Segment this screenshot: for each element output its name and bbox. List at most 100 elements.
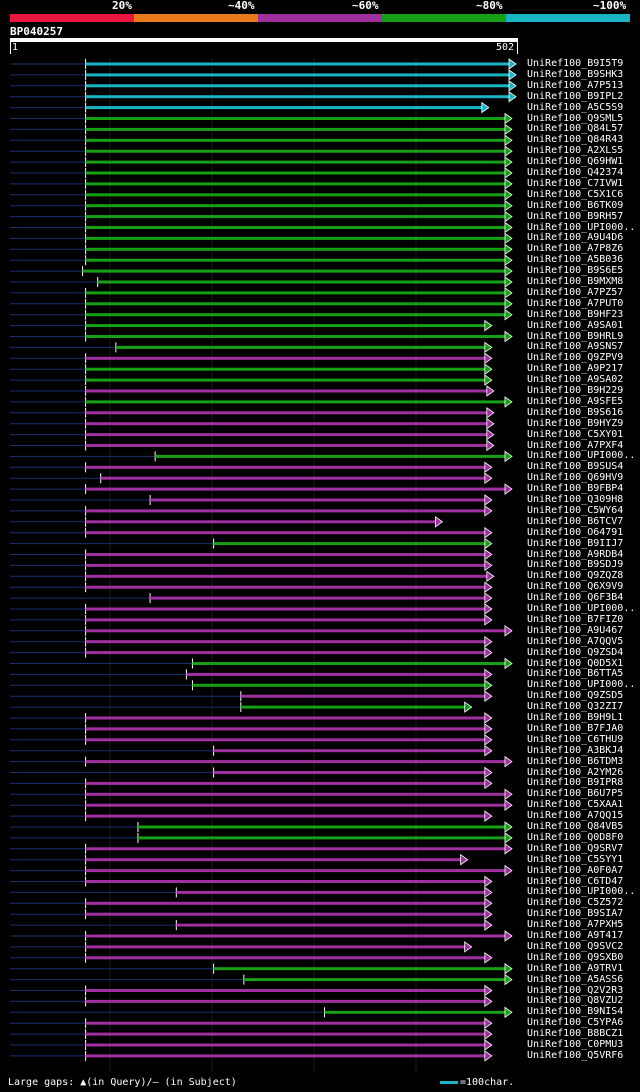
alignment-bar [85,258,506,262]
hit-accession[interactable]: UniRef100_Q9SXB0 [527,951,624,963]
hit-accession[interactable]: UniRef100_C6THU9 [527,733,624,745]
alignment-end-arrow [486,439,495,452]
hit-accession[interactable]: UniRef100_A9SA01 [527,319,624,331]
hit-accession[interactable]: UniRef100_Q9ZQZ8 [527,570,624,582]
hit-accession[interactable]: UniRef100_A9P217 [527,363,624,375]
hit-accession[interactable]: UniRef100_B9I5T9 [527,58,624,69]
hit-accession[interactable]: UniRef100_O64791 [527,526,624,538]
hit-accession[interactable]: UniRef100_B6TDM3 [527,755,624,767]
hit-accession[interactable]: UniRef100_UPI000.. [527,679,636,691]
hit-accession[interactable]: UniRef100_A9T417 [527,930,624,941]
hit-accession[interactable]: UniRef100_A5B036 [527,254,624,266]
hit-accession[interactable]: UniRef100_A3BKJ4 [527,744,624,756]
alignment-end-arrow [486,570,495,583]
hit-accession[interactable]: UniRef100_A9U4D6 [527,232,624,244]
hit-accession[interactable]: UniRef100_Q9SML5 [527,112,624,124]
hit-accession[interactable]: UniRef100_A7P8Z6 [527,243,624,255]
hit-accession[interactable]: UniRef100_Q69HV9 [527,472,624,484]
alignment-end-arrow [504,243,513,256]
hit-accession[interactable]: UniRef100_Q9ZPV9 [527,352,624,364]
hit-accession[interactable]: UniRef100_B9HYZ9 [527,417,624,429]
hit-accession[interactable]: UniRef100_B7FJA0 [527,722,624,734]
hit-accession[interactable]: UniRef100_Q84L57 [527,123,624,135]
hit-accession[interactable]: UniRef100_A7PXH5 [527,919,624,931]
hit-accession[interactable]: UniRef100_A9SA02 [527,374,624,386]
hit-accession[interactable]: UniRef100_Q8VZU2 [527,995,624,1007]
hit-accession[interactable]: UniRef100_B6TK09 [527,199,624,211]
hit-accession[interactable]: UniRef100_C5WY64 [527,504,624,516]
hit-accession[interactable]: UniRef100_A7PZ57 [527,286,624,298]
hit-accession[interactable]: UniRef100_UPI000.. [527,221,636,233]
hit-accession[interactable]: UniRef100_Q6X9V9 [527,581,624,593]
hit-accession[interactable]: UniRef100_B9H229 [527,385,624,396]
hit-accession[interactable]: UniRef100_C5Z572 [527,897,624,909]
hit-accession[interactable]: UniRef100_B9FBP4 [527,483,624,495]
hit-accession[interactable]: UniRef100_Q9ZSD5 [527,690,624,702]
hit-accession[interactable]: UniRef100_B9MXM8 [527,276,624,287]
hit-accession[interactable]: UniRef100_A9RDB4 [527,548,624,560]
hit-accession[interactable]: UniRef100_B6TTA5 [527,668,624,680]
hit-accession[interactable]: UniRef100_Q9SRV7 [527,842,624,854]
hit-accession[interactable]: UniRef100_B9H9L1 [527,712,624,723]
hit-accession[interactable]: UniRef100_UPI000.. [527,886,636,898]
hit-accession[interactable]: UniRef100_B6TCV7 [527,515,624,527]
hit-accession[interactable]: UniRef100_Q2V2R3 [527,984,624,996]
hit-accession[interactable]: UniRef100_B9S616 [527,406,624,418]
hit-accession[interactable]: UniRef100_Q309H8 [527,494,624,505]
hit-accession[interactable]: UniRef100_B9S6E5 [527,265,624,277]
hit-accession[interactable]: UniRef100_A5C5S9 [527,101,624,113]
hit-accession[interactable]: UniRef100_Q84VB5 [527,821,624,832]
hit-accession[interactable]: UniRef100_C5XY01 [527,428,624,440]
hit-accession[interactable]: UniRef100_A9U467 [527,624,624,636]
hit-accession[interactable]: UniRef100_Q42374 [527,167,624,178]
hit-accession[interactable]: UniRef100_B9NIS4 [527,1006,624,1018]
alignment-end-arrow [484,919,493,931]
hit-accession[interactable]: UniRef100_Q0D5X1 [527,657,624,669]
hit-accession[interactable]: UniRef100_B9SHK3 [527,68,624,80]
hit-accession[interactable]: UniRef100_A2XLS5 [527,145,624,157]
hit-accession[interactable]: UniRef100_A9TRV1 [527,962,624,974]
hit-accession[interactable]: UniRef100_B9HF23 [527,308,624,320]
hit-accession[interactable]: UniRef100_B9SDJ9 [527,559,624,571]
hit-accession[interactable]: UniRef100_C5SYY1 [527,853,624,865]
hit-accession[interactable]: UniRef100_A7PUT0 [527,297,624,309]
hit-accession[interactable]: UniRef100_B9SUS4 [527,461,624,473]
hit-accession[interactable]: UniRef100_A7P513 [527,79,624,91]
hit-accession[interactable]: UniRef100_B6U7P5 [527,788,624,800]
hit-accession[interactable]: UniRef100_A7PXF4 [527,439,624,451]
hit-accession[interactable]: UniRef100_C7IVW1 [527,177,624,189]
hit-accession[interactable]: UniRef100_B9SIA7 [527,908,624,920]
hit-accession[interactable]: UniRef100_B9RH57 [527,210,624,222]
hit-accession[interactable]: UniRef100_B8BCZ1 [527,1028,624,1040]
hit-accession[interactable]: UniRef100_C5YPA6 [527,1017,624,1029]
hit-accession[interactable]: UniRef100_A0F0A7 [527,864,624,876]
hit-accession[interactable]: UniRef100_A9SNS7 [527,341,624,353]
hit-accession[interactable]: UniRef100_A9SFE5 [527,395,624,407]
hit-accession[interactable]: UniRef100_C5XAA1 [527,799,624,811]
hit-accession[interactable]: UniRef100_A7QQV5 [527,635,624,647]
hit-accession[interactable]: UniRef100_C6TD47 [527,875,624,887]
hit-accession[interactable]: UniRef100_UPI000.. [527,450,636,462]
alignment-bar [85,999,486,1003]
hit-accession[interactable]: UniRef100_A2YM26 [527,766,624,778]
hit-accession[interactable]: UniRef100_Q9SVC2 [527,940,624,952]
hit-accession[interactable]: UniRef100_A5ASS6 [527,973,624,985]
hit-accession[interactable]: UniRef100_C0PMU3 [527,1039,624,1050]
alignment-end-arrow [484,723,493,735]
hit-accession[interactable]: UniRef100_B9IPR8 [527,777,624,789]
hit-accession[interactable]: UniRef100_C5X1C6 [527,188,624,200]
hit-accession[interactable]: UniRef100_B7FIZ0 [527,613,624,625]
hit-accession[interactable]: UniRef100_B9IPL2 [527,90,624,102]
legend-label-60: ~60% [352,0,379,12]
hit-accession[interactable]: UniRef100_Q84R43 [527,134,624,146]
hit-accession[interactable]: UniRef100_A7QQ15 [527,810,624,822]
hit-accession[interactable]: UniRef100_B9HRL9 [527,330,624,342]
hit-accession[interactable]: UniRef100_Q0D8F0 [527,831,624,843]
hit-accession[interactable]: UniRef100_Q5VRF6 [527,1049,624,1061]
hit-accession[interactable]: UniRef100_Q32ZI7 [527,701,624,713]
hit-accession[interactable]: UniRef100_Q69HW1 [527,156,624,168]
hit-accession[interactable]: UniRef100_UPI000.. [527,603,636,614]
hit-accession[interactable]: UniRef100_B9IIJ7 [527,537,624,549]
hit-accession[interactable]: UniRef100_Q9ZSD4 [527,646,624,658]
hit-accession[interactable]: UniRef100_Q6F3B4 [527,592,624,604]
